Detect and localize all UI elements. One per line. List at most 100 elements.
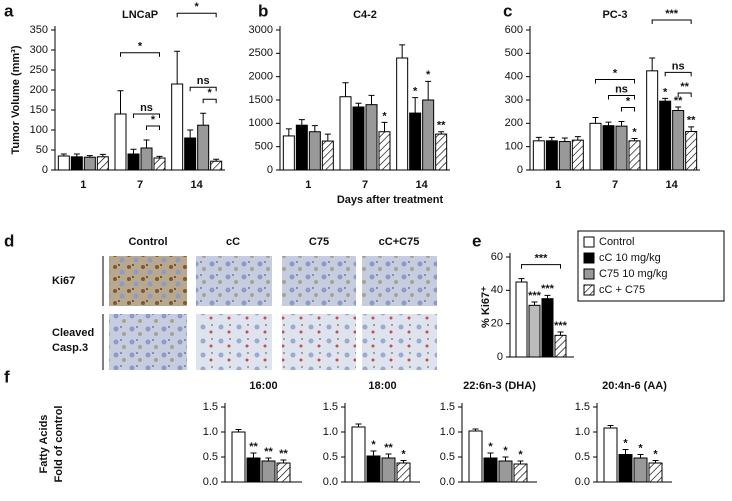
bracket-label: **: [680, 81, 689, 93]
bar: [153, 157, 166, 171]
error-bar: [517, 460, 524, 464]
bar: [339, 96, 352, 171]
y-tick-label: 0.0: [440, 476, 455, 488]
bracket-label: ns: [615, 83, 628, 95]
chart-title: 20:4n-6 (AA): [602, 380, 667, 392]
error-bar: [472, 428, 479, 431]
y-axis-title: Fatty Acids: [38, 415, 50, 474]
bracket-label: *: [208, 87, 213, 99]
bar: [276, 462, 291, 483]
bar: [210, 160, 223, 171]
significance-label: **: [674, 95, 683, 107]
panel-label: c: [503, 1, 512, 20]
significance-bracket: [120, 52, 160, 57]
bar: [381, 457, 396, 483]
bracket-label: *: [195, 1, 200, 13]
panel-label: e: [472, 231, 481, 250]
x-tick-label: 1: [80, 179, 86, 191]
error-bar: [592, 117, 599, 124]
bar: [646, 70, 659, 171]
error-bar: [438, 131, 445, 135]
bar: [528, 304, 541, 358]
y-tick-label: 1.5: [323, 401, 338, 413]
bar: [685, 131, 698, 171]
y-tick-label: 250: [30, 64, 48, 76]
legend-swatch: [583, 252, 595, 264]
error-bar: [213, 158, 220, 162]
y-tick-label: 100: [505, 141, 523, 153]
error-bar: [355, 423, 362, 427]
error-bar: [342, 82, 349, 97]
x-tick-label: 14: [191, 179, 204, 191]
error-bar: [311, 125, 318, 132]
bar: [554, 334, 567, 358]
error-bar: [649, 57, 656, 71]
micrograph: [282, 256, 356, 306]
error-bar: [400, 460, 407, 463]
y-tick-label: 300: [505, 94, 523, 106]
column-header: cC+C75: [379, 236, 420, 248]
x-tick-label: 7: [362, 179, 368, 191]
y-tick-label: 3000: [249, 24, 273, 36]
significance-label: *: [518, 449, 523, 461]
y-tick-label: 400: [505, 71, 523, 83]
y-axis-title: Fold of control: [53, 406, 65, 483]
bar: [589, 122, 602, 171]
y-tick-label: 100: [30, 124, 48, 136]
bar: [114, 113, 127, 171]
error-bar: [86, 155, 93, 158]
error-bar: [355, 102, 362, 107]
significance-label: ***: [541, 283, 555, 295]
bar: [127, 153, 140, 171]
error-bar: [156, 155, 163, 158]
significance-label: **: [279, 448, 288, 460]
bar: [197, 124, 210, 171]
y-tick-label: 0.5: [203, 451, 218, 463]
y-tick-label: 350: [30, 24, 48, 36]
bar: [532, 140, 545, 171]
bar: [321, 140, 334, 171]
significance-label: *: [413, 86, 418, 98]
x-tick-label: 14: [416, 179, 429, 191]
significance-bracket: [664, 71, 692, 77]
error-bar: [688, 126, 695, 132]
y-axis-title: % Ki67⁺: [480, 286, 492, 328]
micrograph: [282, 314, 356, 370]
significance-bracket: [608, 94, 635, 100]
error-bar: [235, 429, 242, 432]
bar: [435, 133, 448, 171]
error-bar: [368, 94, 375, 105]
bracket-label: *: [151, 114, 156, 126]
bar: [366, 455, 381, 483]
micrograph: [196, 256, 272, 306]
column-header: C75: [309, 236, 329, 248]
error-bar: [425, 80, 432, 100]
error-bar: [143, 139, 150, 148]
error-bar: [548, 136, 555, 141]
significance-bracket: [202, 98, 217, 104]
bar: [422, 99, 435, 171]
error-bar: [544, 294, 551, 299]
y-tick-label: 150: [30, 104, 48, 116]
legend-label: cC 10 mg/kg: [599, 252, 661, 264]
bracket-label: ns: [672, 60, 685, 72]
bracket-label: ***: [665, 8, 679, 20]
y-tick-label: 40: [491, 284, 503, 296]
error-bar: [652, 460, 659, 463]
row-label: Ki67: [52, 275, 75, 287]
legend-box: [577, 230, 725, 302]
significance-bracket: [133, 113, 160, 118]
legend-swatch: [583, 236, 595, 248]
error-bar: [60, 153, 67, 156]
bar: [545, 140, 558, 171]
x-tick-label: 1: [305, 179, 311, 191]
y-tick-label: 0: [497, 351, 503, 363]
bar: [515, 281, 528, 358]
error-bar: [385, 453, 392, 458]
bar: [602, 125, 615, 171]
bar: [409, 112, 422, 171]
bar: [351, 426, 366, 483]
significance-label: *: [653, 448, 658, 460]
error-bar: [298, 119, 305, 126]
error-bar: [285, 128, 292, 136]
